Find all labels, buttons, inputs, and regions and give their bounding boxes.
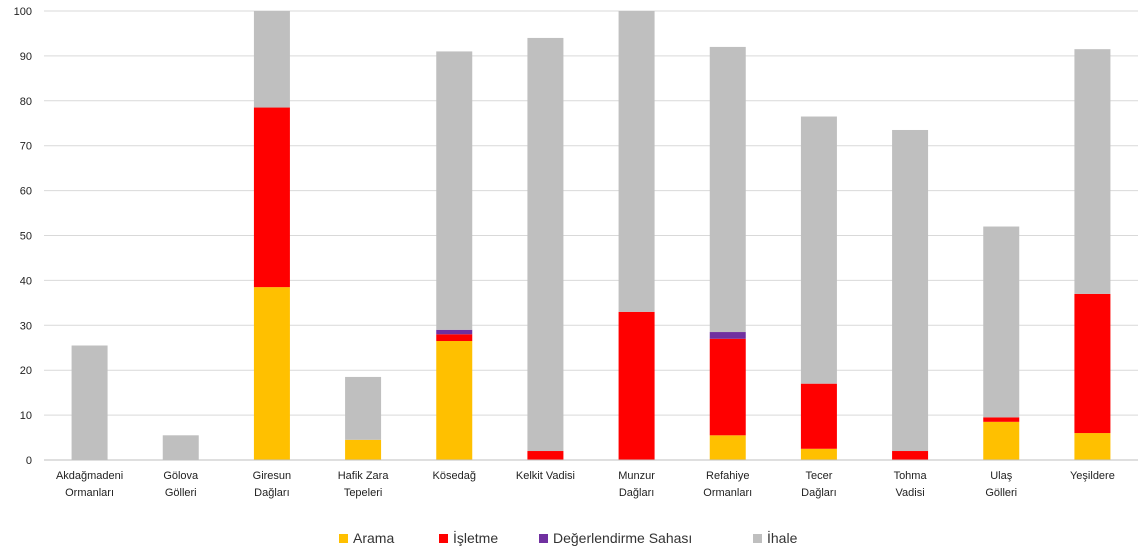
bar-segment: [709, 435, 746, 460]
bar-segment: [436, 51, 473, 330]
x-axis-labels: Akdağmadeni Ormanları Gölova Gölleri Giresun…: [56, 470, 1115, 499]
bar-segment: [1074, 49, 1111, 294]
x-tick-label: Kösedağ: [433, 470, 476, 482]
bar-segment: [1074, 433, 1111, 460]
legend-swatch: [439, 534, 448, 543]
bar-segment: [618, 311, 655, 460]
y-axis-ticks: 0 10 20 30 40 50 60 70 80 90 100: [14, 6, 32, 467]
bar-segment: [892, 129, 929, 452]
bar-segment: [618, 11, 655, 312]
bar-segment: [253, 11, 290, 108]
y-tick-label: 20: [20, 365, 32, 377]
y-tick-label: 90: [20, 51, 32, 63]
bar-segment: [436, 341, 473, 460]
bar-segment: [527, 37, 564, 452]
x-tick-label: Munzur Dağları: [618, 470, 655, 499]
y-tick-label: 0: [26, 455, 32, 467]
legend-swatch: [753, 534, 762, 543]
y-tick-label: 40: [20, 275, 32, 287]
gridlines: [44, 10, 1138, 461]
bar-segment: [709, 338, 746, 436]
bar-segment: [983, 226, 1020, 418]
y-tick-label: 10: [20, 410, 32, 422]
y-tick-label: 50: [20, 231, 32, 243]
bar-segment: [345, 376, 382, 440]
bar-segment: [436, 334, 473, 342]
x-tick-label: Refahiye Ormanları: [703, 470, 752, 499]
x-tick-label: Tecer Dağları: [801, 470, 836, 499]
bar-segment: [71, 345, 108, 460]
y-tick-label: 70: [20, 141, 32, 153]
y-tick-label: 60: [20, 186, 32, 198]
x-tick-label: Hafik Zara Tepeleri: [338, 470, 390, 499]
legend-label: İhale: [767, 529, 798, 546]
x-tick-label: Giresun Dağları: [253, 470, 292, 499]
bar-segment: [253, 287, 290, 460]
bar-segment: [983, 417, 1020, 422]
bar-segment: [892, 451, 929, 460]
y-tick-label: 80: [20, 96, 32, 108]
bar-segment: [436, 329, 473, 335]
x-tick-label: Gölova Gölleri: [163, 470, 199, 499]
bars: [71, 11, 1111, 460]
bar-segment: [527, 451, 564, 460]
x-tick-label: Akdağmadeni Ormanları: [56, 470, 123, 499]
legend-swatch: [539, 534, 548, 543]
bar-segment: [983, 421, 1020, 460]
bar-segment: [800, 116, 837, 384]
bar-segment: [253, 107, 290, 288]
bar-segment: [162, 435, 199, 460]
x-tick-label: Ulaş Gölleri: [985, 470, 1017, 499]
legend: Arama İşletme Değerlendirme Sahası İhale: [339, 529, 798, 546]
bar-segment: [709, 46, 746, 333]
bar-segment: [800, 448, 837, 460]
bar-segment: [345, 439, 382, 460]
bar-segment: [709, 332, 746, 339]
x-tick-label: Kelkit Vadisi: [516, 470, 575, 482]
bar-segment: [1074, 293, 1111, 434]
legend-swatch: [339, 534, 348, 543]
x-tick-label: Tohma Vadisi: [894, 470, 928, 499]
legend-label: Arama: [353, 530, 394, 546]
legend-label: İşletme: [453, 529, 498, 546]
x-tick-label: Yeşildere: [1070, 470, 1115, 482]
bar-segment: [800, 383, 837, 449]
legend-label: Değerlendirme Sahası: [553, 530, 692, 546]
y-tick-label: 30: [20, 320, 32, 332]
y-tick-label: 100: [14, 6, 32, 18]
